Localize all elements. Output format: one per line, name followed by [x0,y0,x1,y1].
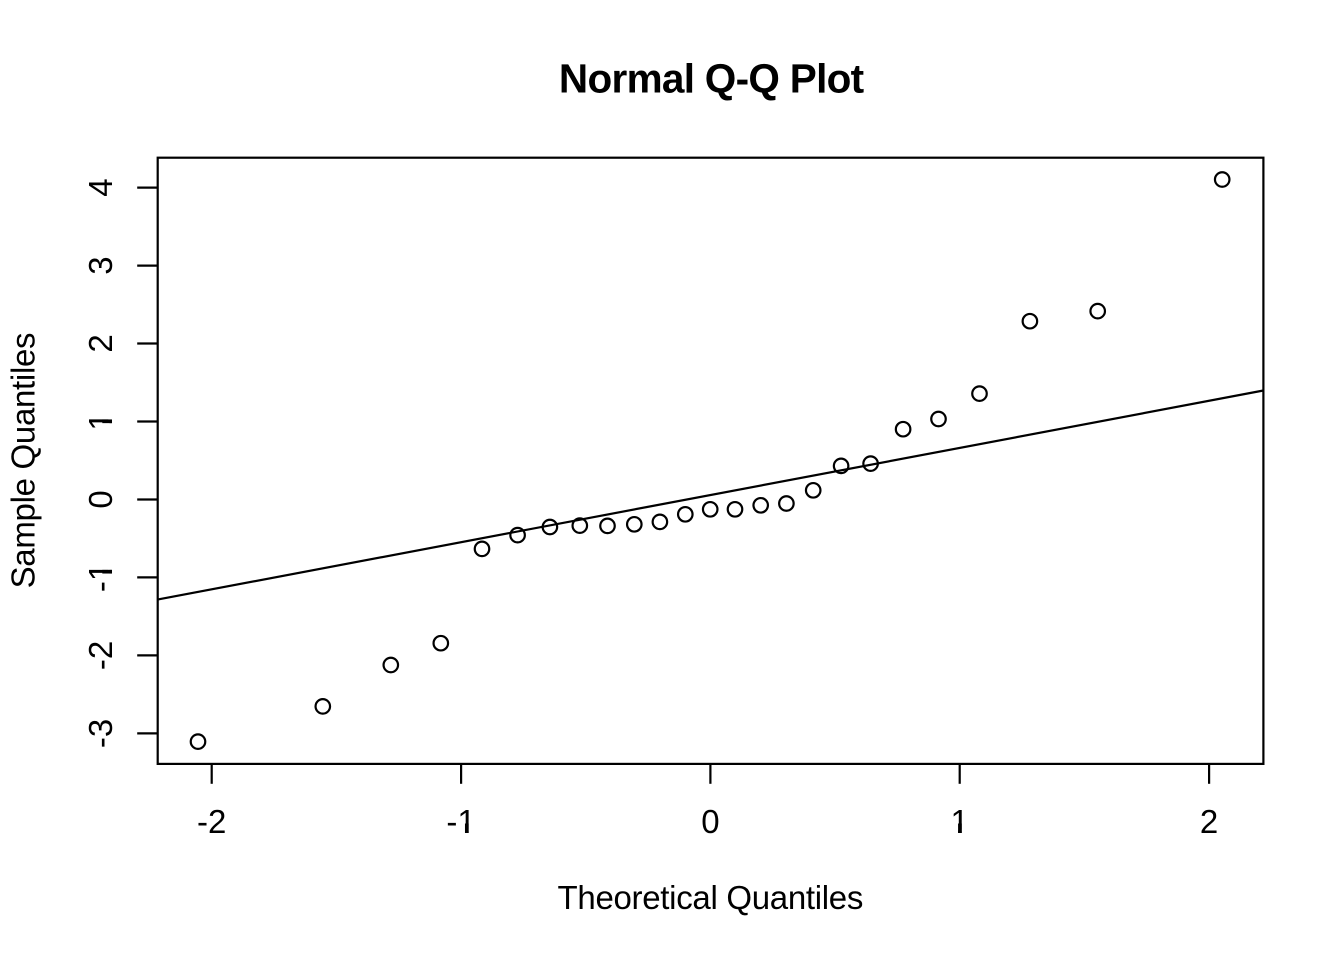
svg-text:-2: -2 [197,803,226,840]
svg-text:-2: -2 [82,641,119,670]
svg-text:Theoretical Quantiles: Theoretical Quantiles [558,879,864,916]
svg-text:0: 0 [82,490,119,508]
svg-text:1: 1 [951,803,969,840]
svg-text:0: 0 [701,803,719,840]
svg-text:Sample Quantiles: Sample Quantiles [5,333,42,589]
svg-text:Normal Q-Q Plot: Normal Q-Q Plot [559,56,864,102]
svg-text:3: 3 [82,256,119,274]
svg-text:2: 2 [82,334,119,352]
svg-text:4: 4 [82,178,119,196]
svg-text:1: 1 [82,412,119,430]
svg-text:-1: -1 [446,803,475,840]
svg-text:2: 2 [1200,803,1218,840]
svg-text:-1: -1 [82,563,119,592]
svg-text:-3: -3 [82,719,119,748]
